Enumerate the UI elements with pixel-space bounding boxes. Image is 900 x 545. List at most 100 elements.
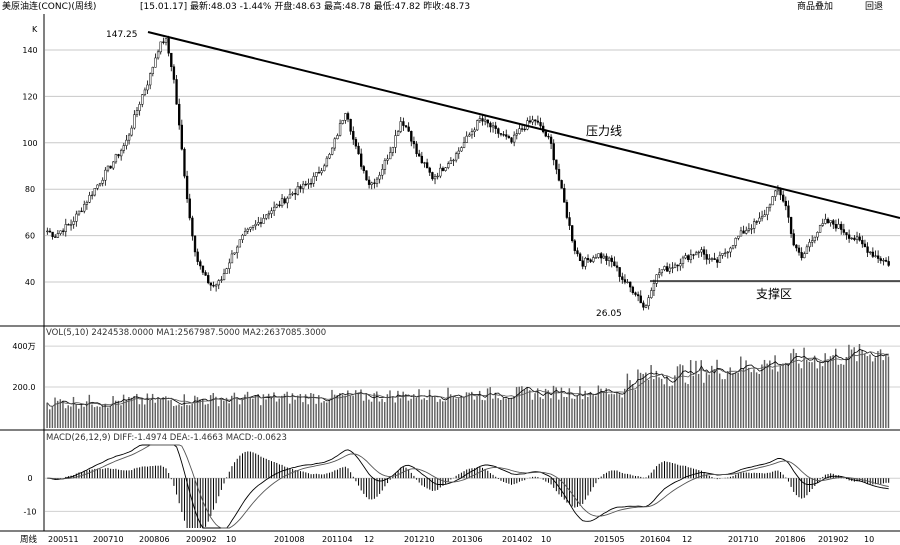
candle-body <box>449 160 453 164</box>
candle-body <box>700 249 703 253</box>
volume-bar <box>289 403 291 428</box>
volume-bar <box>402 391 404 428</box>
volume-bar <box>803 347 805 428</box>
volume-bar <box>692 375 695 428</box>
candle-body <box>275 204 278 208</box>
candle-body <box>204 272 207 276</box>
candle-body <box>280 198 284 207</box>
candle-body <box>98 182 102 186</box>
candle-body <box>83 204 86 212</box>
candle-body <box>613 261 616 267</box>
volume-bar <box>507 398 510 428</box>
candle-body <box>193 235 197 253</box>
candle-body <box>705 254 708 260</box>
candle-body <box>713 258 716 260</box>
candle-body <box>600 253 603 259</box>
candle-body <box>212 284 215 287</box>
volume-bar <box>328 400 331 428</box>
volume-bar <box>637 369 639 428</box>
candle-body <box>315 172 318 177</box>
candle-body <box>389 152 392 160</box>
volume-bar <box>837 364 840 428</box>
candle-body <box>457 150 460 155</box>
candle-body <box>183 148 186 177</box>
candle-body <box>360 153 363 167</box>
product-overlay-link[interactable]: 商品叠加 <box>797 2 834 12</box>
volume-bar <box>821 366 824 428</box>
volume-bar <box>523 389 526 428</box>
candle-body <box>642 302 645 308</box>
candle-body <box>125 139 128 146</box>
volume-bar <box>792 348 795 428</box>
price-tick-label: 80 <box>25 185 35 194</box>
candle-body <box>51 231 54 237</box>
x-axis-label: 200710 <box>93 535 124 544</box>
candle-body <box>737 235 740 239</box>
candle-body <box>816 232 819 238</box>
volume-bar <box>431 395 433 428</box>
volume-bar <box>428 389 431 428</box>
volume-bar <box>697 373 700 428</box>
volume-bar <box>679 364 681 428</box>
volume-bar <box>318 395 320 428</box>
candle-body <box>367 179 371 185</box>
candle-body <box>826 218 830 223</box>
volume-bar <box>228 403 230 428</box>
volume-bar <box>842 364 845 428</box>
top-info-bar: 美原油连(CONC)(周线) [15.01.17] 最新:48.03 -1.44… <box>0 0 900 14</box>
volume-bar <box>78 408 80 428</box>
candle-body <box>528 120 532 123</box>
candle-body <box>866 246 869 253</box>
price-tick-label: 120 <box>22 92 37 101</box>
volume-bar <box>647 380 650 428</box>
candle-body <box>871 251 875 257</box>
volume-bar <box>59 399 62 428</box>
candle-body <box>618 267 621 277</box>
volume-bar <box>750 372 753 428</box>
candle-body <box>771 196 774 206</box>
volume-bar <box>339 393 341 428</box>
x-axis-label: 200511 <box>48 535 79 544</box>
candle-body <box>597 253 600 258</box>
candle-body <box>222 273 226 281</box>
candle-body <box>605 255 608 261</box>
candle-body <box>581 260 584 267</box>
candle-body <box>468 134 471 137</box>
candle-body <box>478 118 482 121</box>
volume-bar <box>716 359 718 428</box>
volume-bar <box>64 408 67 428</box>
candle-body <box>774 190 777 197</box>
candle-body <box>615 265 619 268</box>
candle-body <box>795 244 798 249</box>
volume-bar <box>204 404 207 428</box>
volume-bar <box>162 397 164 428</box>
candle-body <box>784 200 787 207</box>
volume-bar <box>107 407 109 428</box>
price-tick-label: 140 <box>22 46 37 55</box>
volume-bar <box>668 386 671 428</box>
candle-body <box>797 247 801 253</box>
macd-gridlines <box>45 477 900 512</box>
candle-body <box>106 165 110 171</box>
volume-bar <box>655 370 658 428</box>
candle-body <box>407 126 410 132</box>
volume-bar <box>513 396 515 428</box>
candle-body <box>67 224 70 226</box>
candle-body <box>847 234 851 239</box>
candle-body <box>243 230 247 236</box>
candle-body <box>634 292 637 295</box>
period-label: 周线 <box>20 534 38 545</box>
back-link[interactable]: 回退 <box>865 2 884 12</box>
x-axis-label: 10 <box>226 535 236 544</box>
volume-bar <box>626 373 629 428</box>
volume-bar <box>536 388 539 428</box>
volume-bar <box>368 399 370 428</box>
candle-body <box>133 114 136 129</box>
volume-bar <box>394 402 396 428</box>
candle-body <box>54 236 57 238</box>
candle-body <box>209 282 213 286</box>
volume-bar <box>154 402 156 428</box>
volume-bar <box>521 386 523 428</box>
x-axis-label: 201806 <box>775 535 806 544</box>
candle-body <box>286 197 289 204</box>
